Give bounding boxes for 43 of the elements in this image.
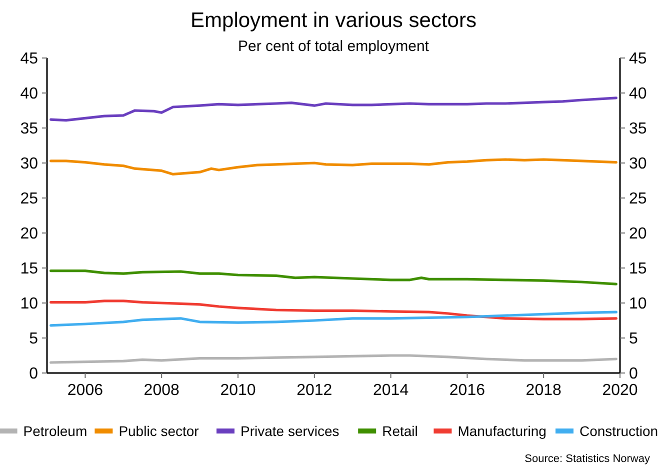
x-tick-label: 2016	[449, 382, 486, 399]
y-tick-label: 25	[20, 190, 38, 208]
y2-tick-label: 40	[629, 86, 647, 103]
y2-tick-label: 5	[629, 330, 638, 348]
legend-label: Public sector	[118, 422, 200, 439]
y-tick-label: 20	[20, 226, 38, 243]
line-series	[50, 310, 618, 327]
y2-tick-label: 0	[629, 366, 638, 383]
legend-label: Construction	[580, 422, 658, 439]
x-tick-label: 2014	[373, 382, 409, 399]
x-tick-label: 2018	[526, 382, 562, 399]
line-series	[50, 96, 618, 122]
x-tick-label: 2020	[602, 382, 638, 399]
x-tick-label: 2010	[220, 382, 256, 399]
y2-tick-label: 10	[629, 296, 647, 313]
chart-subtitle: Per cent of total employment	[238, 38, 430, 55]
y-tick-label: 40	[20, 86, 38, 103]
legend-label: Private services	[240, 422, 340, 439]
line-series	[50, 158, 618, 176]
x-tick-label: 2012	[296, 382, 332, 399]
x-tick-label: 2006	[67, 382, 104, 399]
y-tick-label: 45	[20, 50, 38, 68]
legend-label: Manufacturing	[458, 422, 546, 439]
y2-tick-label: 35	[629, 120, 647, 138]
y2-tick-label: 15	[629, 260, 647, 278]
line-series	[50, 270, 618, 286]
y-tick-label: 35	[20, 120, 38, 138]
y2-tick-label: 25	[629, 190, 647, 208]
y2-tick-label: 20	[629, 226, 647, 243]
chart-title: Employment in various sectors	[190, 9, 476, 32]
x-tick-label: 2008	[144, 382, 180, 399]
y2-tick-label: 45	[629, 50, 647, 68]
legend-label: Retail	[382, 422, 418, 439]
line-series	[50, 300, 618, 320]
source-note: Source: Statistics Norway	[524, 453, 650, 465]
y-tick-label: 5	[29, 330, 38, 348]
line-series	[50, 354, 618, 364]
legend-label: Petroleum	[23, 422, 88, 439]
y-tick-label: 15	[20, 260, 38, 278]
y-tick-label: 10	[20, 296, 38, 313]
y-tick-label: 0	[29, 366, 38, 383]
y-tick-label: 30	[20, 156, 38, 173]
y2-tick-label: 30	[629, 156, 647, 173]
